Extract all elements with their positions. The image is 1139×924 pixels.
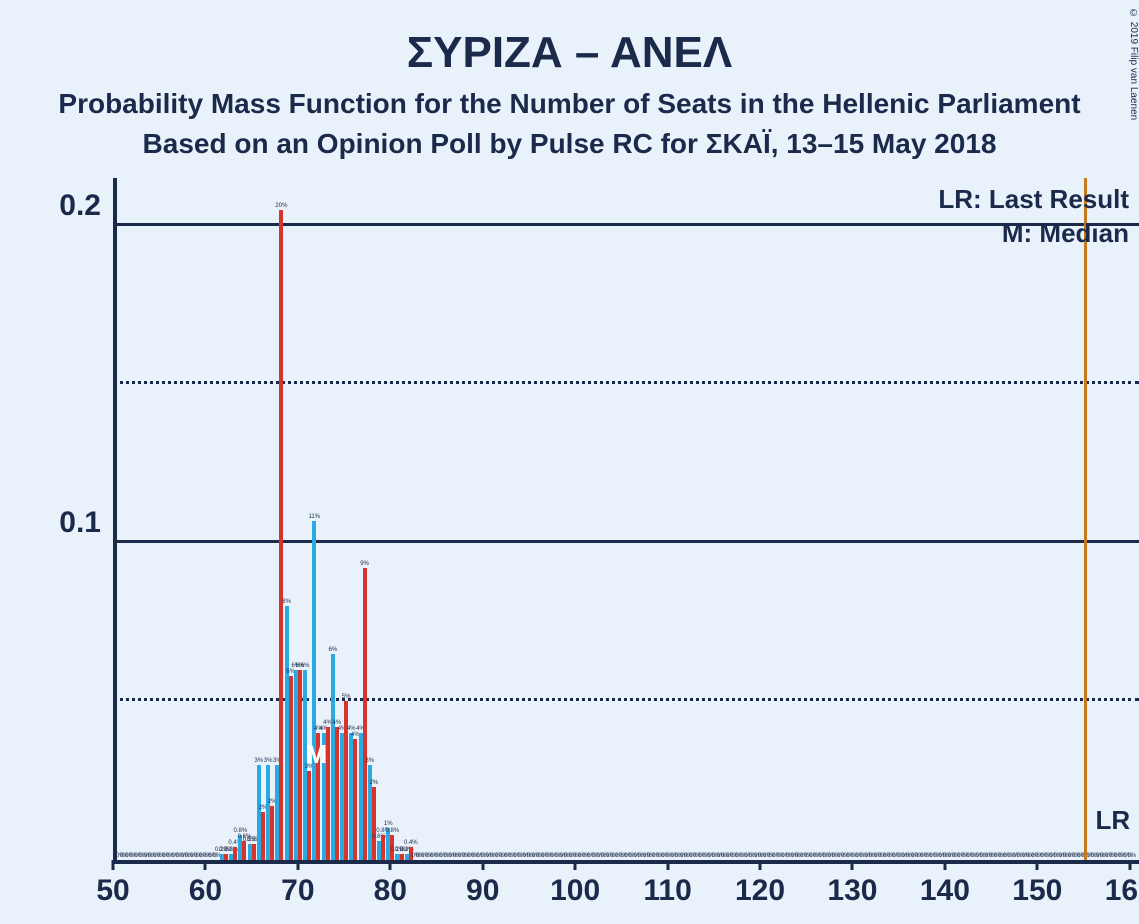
chart-subtitle-2: Based on an Opinion Poll by Pulse RC for… xyxy=(0,128,1139,160)
median-label: M xyxy=(306,739,328,770)
x-axis-label: 90 xyxy=(466,860,499,908)
bar-series-b: 6% xyxy=(289,676,293,860)
bar-value-label: 6% xyxy=(301,663,310,670)
bar-series-b: 0.8% xyxy=(381,835,385,860)
minor-gridline xyxy=(113,381,1139,384)
bar-value-label: 5% xyxy=(342,694,351,701)
x-axis-label: 160 xyxy=(1105,860,1139,908)
bar-series-b: 4% xyxy=(335,727,339,860)
bar-value-label: 6% xyxy=(328,647,337,654)
bar-value-label: 0.8% xyxy=(385,828,399,835)
chart-title: ΣΥΡΙΖΑ – ΑΝΕΛ xyxy=(0,28,1139,78)
last-result-line xyxy=(1084,178,1087,860)
x-axis-label: 100 xyxy=(550,860,600,908)
plot-area: 0.10.20%0%0%0%0%0%0%0%0%0%0%0%0%0%0%0%0%… xyxy=(113,178,1139,860)
bar-series-b: 9% xyxy=(363,568,367,860)
bar-series-b: 2% xyxy=(261,812,265,860)
bar-value-label: 8% xyxy=(282,599,291,606)
bar-value-label: 0% xyxy=(1127,853,1136,860)
x-axis-label: 60 xyxy=(189,860,222,908)
bar-value-label: 2% xyxy=(369,780,378,787)
x-axis-label: 120 xyxy=(735,860,785,908)
y-axis xyxy=(113,178,117,864)
bar-value-label: 20% xyxy=(275,203,287,210)
major-gridline xyxy=(113,223,1139,226)
copyright-text: © 2019 Filip van Laenen xyxy=(1128,8,1139,120)
bar-series-b: 0.5% xyxy=(252,844,256,860)
major-gridline xyxy=(113,540,1139,543)
y-axis-label: 0.2 xyxy=(59,189,113,223)
x-axis-label: 130 xyxy=(827,860,877,908)
legend-last-result: LR: Last Result xyxy=(938,184,1129,215)
bar-value-label: 3% xyxy=(264,758,273,765)
bar-value-label: 11% xyxy=(309,514,321,521)
bar-value-label: 0.4% xyxy=(404,840,418,847)
bar-series-b: 0.4% xyxy=(233,847,237,860)
bar-series-b: 2% xyxy=(372,787,376,860)
bar-series-b: 3% xyxy=(307,771,311,860)
last-result-label: LR xyxy=(1096,805,1131,836)
bar-series-b: 6% xyxy=(298,670,302,860)
bar-value-label: 3% xyxy=(365,758,374,765)
bar-series-b: 20% xyxy=(279,210,283,860)
bar-series-b: 2% xyxy=(270,806,274,860)
x-axis-label: 140 xyxy=(920,860,970,908)
legend-median: M: Median xyxy=(1002,218,1129,249)
x-axis-label: 50 xyxy=(96,860,129,908)
x-axis-label: 150 xyxy=(1012,860,1062,908)
bar-value-label: 3% xyxy=(255,758,264,765)
x-axis-label: 80 xyxy=(374,860,407,908)
bar-series-b: 4% xyxy=(353,739,357,860)
x-axis xyxy=(113,860,1139,864)
chart-subtitle-1: Probability Mass Function for the Number… xyxy=(0,88,1139,120)
minor-gridline xyxy=(113,698,1139,701)
bar-value-label: 9% xyxy=(360,561,369,568)
x-axis-label: 110 xyxy=(643,860,691,908)
x-axis-label: 70 xyxy=(281,860,314,908)
y-axis-label: 0.1 xyxy=(59,506,113,540)
